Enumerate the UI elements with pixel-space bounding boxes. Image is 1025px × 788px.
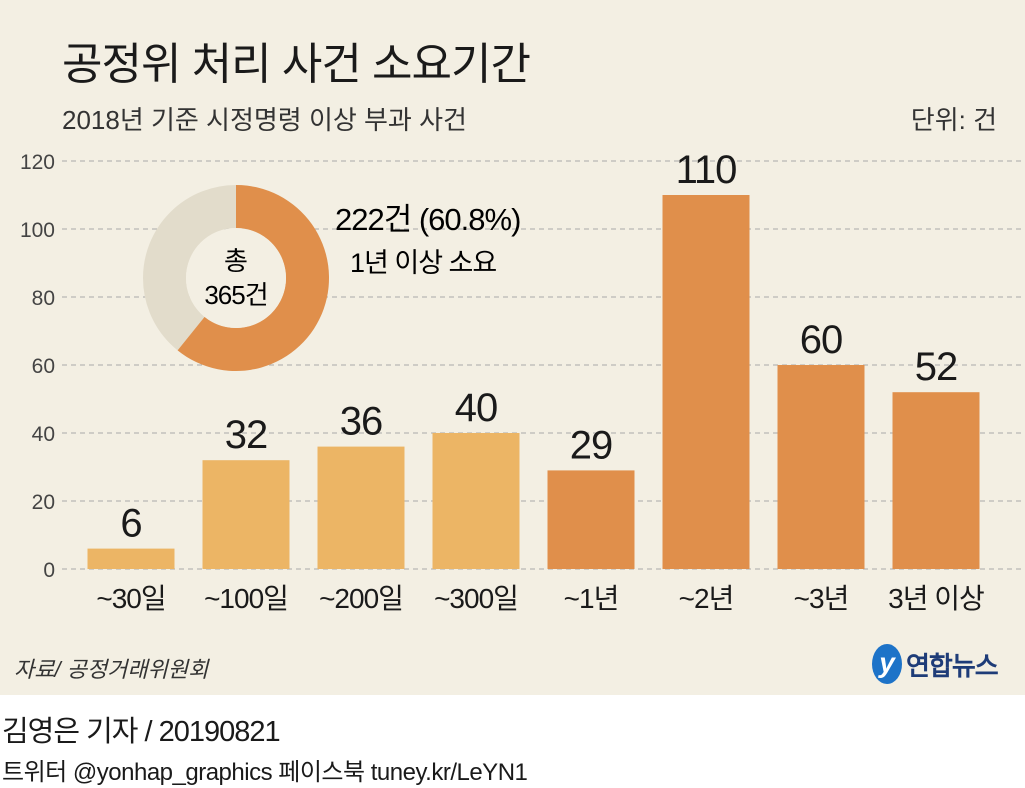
data-label: 60	[800, 318, 843, 362]
logo-text: 연합뉴스	[906, 650, 999, 681]
bar	[892, 392, 980, 569]
chart-title: 공정위 처리 사건 소요기간	[62, 40, 531, 89]
bar	[432, 433, 520, 569]
x-tick-label: ~3년	[794, 583, 849, 614]
data-label: 32	[225, 413, 268, 457]
x-tick-label: ~300일	[434, 583, 518, 614]
x-tick-label: ~2년	[679, 583, 734, 614]
donut-hole	[186, 228, 286, 328]
yonhap-logo: y 연합뉴스	[872, 644, 999, 684]
x-tick-label: ~100일	[204, 583, 288, 614]
x-tick-label: ~30일	[96, 583, 165, 614]
unit-label: 단위: 건	[910, 105, 997, 135]
data-label: 36	[340, 400, 383, 444]
byline: 김영은 기자 / 20190821	[2, 716, 281, 748]
data-label: 6	[120, 502, 141, 546]
donut-center-total: 365건	[204, 280, 267, 310]
donut-annotation-count: 222건 (60.8%)	[335, 202, 520, 237]
y-tick-label: 100	[20, 219, 55, 242]
data-label: 29	[570, 423, 613, 467]
x-tick-label: 3년 이상	[888, 583, 984, 614]
bar	[317, 446, 405, 569]
y-tick-label: 120	[20, 151, 55, 174]
chart-subtitle: 2018년 기준 시정명령 이상 부과 사건	[62, 105, 467, 135]
data-label: 52	[915, 345, 958, 389]
bar	[202, 460, 290, 569]
data-label: 40	[455, 386, 498, 430]
bar	[777, 365, 865, 569]
y-tick-label: 60	[32, 355, 55, 378]
bar	[87, 548, 175, 569]
bar-chart: 0 20 40 60 80 100 120 6 ~30일 32 ~100일 36 ~200일 40 ~300…	[20, 148, 1025, 614]
sns-info: 트위터 @yonhap_graphics 페이스북 tuney.kr/LeYN1	[2, 759, 528, 786]
logo-icon: y	[872, 644, 902, 684]
x-tick-label: ~1년	[564, 583, 619, 614]
donut-annotation-text: 1년 이상 소요	[350, 248, 496, 278]
chart-background	[0, 0, 1025, 695]
data-label: 110	[676, 148, 737, 192]
x-tick-label: ~200일	[319, 583, 403, 614]
y-tick-label: 40	[32, 423, 55, 446]
donut-center-label: 총	[224, 246, 248, 276]
bar	[547, 470, 635, 569]
y-tick-label: 80	[32, 287, 55, 310]
source-label: 자료/ 공정거래위원회	[14, 657, 209, 682]
donut-slice-over-1y	[177, 185, 329, 371]
y-tick-label: 20	[32, 491, 55, 514]
bar	[662, 195, 750, 569]
y-tick-label: 0	[43, 559, 55, 582]
